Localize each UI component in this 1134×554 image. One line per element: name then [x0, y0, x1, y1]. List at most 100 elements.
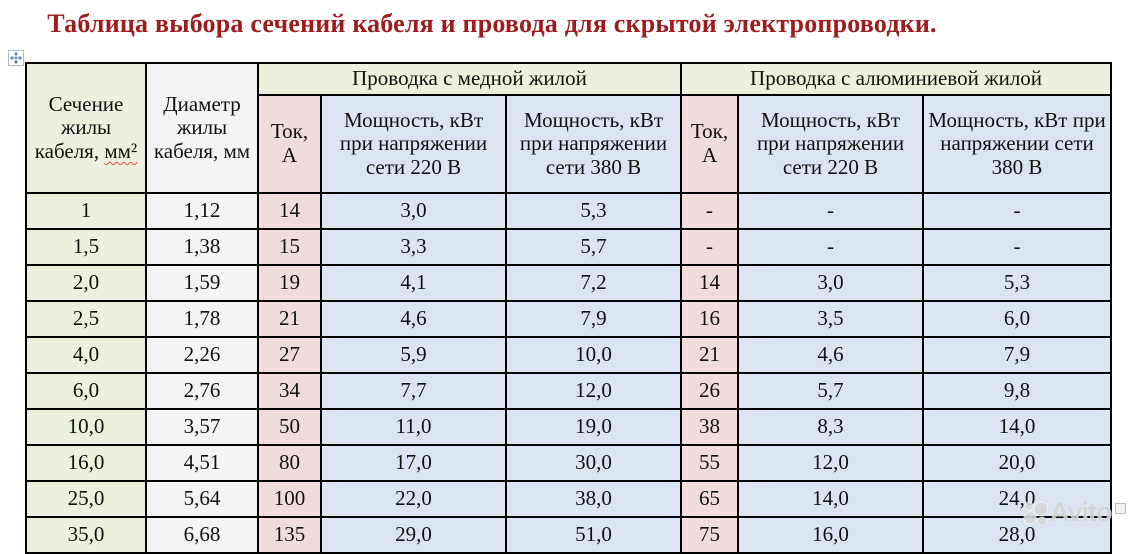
table-cell: 38,0 — [504, 480, 683, 518]
table-cell: 5,7 — [504, 228, 683, 266]
table-header-group-row: Сечение жилы кабеля, мм² Диаметр жилы ка… — [25, 62, 1113, 194]
table-cell: 6,68 — [145, 516, 259, 554]
table-cell: 1,78 — [145, 300, 259, 338]
table-cell: - — [737, 228, 925, 266]
table-cell: 26 — [680, 372, 740, 410]
header-aluminum-power-220: Мощность, кВт при напряжении сети 220 В — [737, 94, 925, 194]
table-cell: 14,0 — [922, 408, 1113, 446]
cable-selection-table: Сечение жилы кабеля, мм² Диаметр жилы ка… — [25, 62, 1113, 554]
table-cell: 1,5 — [25, 228, 147, 266]
table-cell: 135 — [257, 516, 322, 554]
table-cell: 38 — [680, 408, 740, 446]
header-section-unit: мм² — [104, 138, 138, 163]
table-cell: 3,3 — [320, 228, 507, 266]
table-cell: 14 — [680, 264, 740, 302]
table-cell: 16 — [680, 300, 740, 338]
table-cell: 17,0 — [320, 444, 507, 482]
table-cell: 1 — [25, 192, 147, 230]
table-row: 2,0 1,59 19 4,1 7,2 14 3,0 5,3 — [25, 264, 1113, 302]
header-section-label: Сечение жилы кабеля, — [34, 91, 124, 163]
table-row: 35,0 6,68 135 29,0 51,0 75 16,0 28,0 — [25, 516, 1113, 554]
table-row: 10,0 3,57 50 11,0 19,0 38 8,3 14,0 — [25, 408, 1113, 446]
smart-tag-icon — [1115, 503, 1126, 514]
table-cell: 4,6 — [320, 300, 507, 338]
table-cell: 28,0 — [922, 516, 1113, 554]
table-cell: 29,0 — [320, 516, 507, 554]
header-aluminum-group: Проводка с алюминиевой жилой — [680, 62, 1113, 96]
table-cell: 7,9 — [504, 300, 683, 338]
header-copper-power-220: Мощность, кВт при напряжении сети 220 В — [320, 94, 507, 194]
table-cell: 14 — [257, 192, 322, 230]
table-row: 25,0 5,64 100 22,0 38,0 65 14,0 24,0 — [25, 480, 1113, 518]
table-cell: 2,0 — [25, 264, 147, 302]
table-cell: 5,7 — [737, 372, 925, 410]
table-cell: - — [680, 228, 740, 266]
table-cell: 16,0 — [737, 516, 925, 554]
table-cell: 14,0 — [737, 480, 925, 518]
table-cell: 65 — [680, 480, 740, 518]
table-cell: 21 — [257, 300, 322, 338]
table-cell: 12,0 — [504, 372, 683, 410]
table-cell: 15 — [257, 228, 322, 266]
table-cell: 6,0 — [922, 300, 1113, 338]
table-cell: 7,2 — [504, 264, 683, 302]
table-cell: 2,26 — [145, 336, 259, 374]
table-cell: 5,3 — [504, 192, 683, 230]
table-row: 2,5 1,78 21 4,6 7,9 16 3,5 6,0 — [25, 300, 1113, 338]
move-arrows-icon — [10, 52, 22, 64]
table-cell: 9,8 — [922, 372, 1113, 410]
table-cell: 4,1 — [320, 264, 507, 302]
table-cell: 3,57 — [145, 408, 259, 446]
table-cell: 27 — [257, 336, 322, 374]
table-row: 4,0 2,26 27 5,9 10,0 21 4,6 7,9 — [25, 336, 1113, 374]
header-aluminum-power-380: Мощность, кВт при напряжении сети 380 В — [922, 94, 1113, 194]
table-cell: 1,59 — [145, 264, 259, 302]
table-cell: 12,0 — [737, 444, 925, 482]
table-cell: 2,5 — [25, 300, 147, 338]
table-cell: 5,64 — [145, 480, 259, 518]
table-cell: 22,0 — [320, 480, 507, 518]
header-section: Сечение жилы кабеля, мм² — [25, 62, 147, 194]
page-title: Таблица выбора сечений кабеля и провода … — [47, 9, 937, 38]
table-cell: 5,9 — [320, 336, 507, 374]
table-cell: 100 — [257, 480, 322, 518]
table-cell: 4,6 — [737, 336, 925, 374]
table-cell: 4,0 — [25, 336, 147, 374]
table-cell: 55 — [680, 444, 740, 482]
table-cell: 20,0 — [922, 444, 1113, 482]
table-cell: 4,51 — [145, 444, 259, 482]
header-copper-power-380: Мощность, кВт при напряжении сети 380 В — [504, 94, 683, 194]
table-cell: 24,0 — [922, 480, 1113, 518]
table-row: 16,0 4,51 80 17,0 30,0 55 12,0 20,0 — [25, 444, 1113, 482]
table-cell: - — [922, 192, 1113, 230]
table-cell: 10,0 — [25, 408, 147, 446]
table-cell: 19 — [257, 264, 322, 302]
table-cell: 30,0 — [504, 444, 683, 482]
table-header-sub-row: Ток, А Мощность, кВт при напряжении сети… — [26, 94, 1113, 194]
table-cell: - — [680, 192, 740, 230]
table-cell: - — [922, 228, 1113, 266]
table-cell: 3,0 — [320, 192, 507, 230]
table-cell: 3,0 — [737, 264, 925, 302]
table-cell: 19,0 — [504, 408, 683, 446]
table-row: 1 1,12 14 3,0 5,3 - - - — [25, 192, 1113, 230]
table-cell: 25,0 — [25, 480, 147, 518]
table-move-handle-icon[interactable] — [8, 50, 24, 66]
table-cell: 21 — [680, 336, 740, 374]
header-diameter: Диаметр жилы кабеля, мм — [145, 62, 259, 194]
table-cell: 51,0 — [504, 516, 683, 554]
table-row: 1,5 1,38 15 3,3 5,7 - - - — [25, 228, 1113, 266]
table-cell: 5,3 — [922, 264, 1113, 302]
table-cell: 11,0 — [320, 408, 507, 446]
table-cell: 1,38 — [145, 228, 259, 266]
table-cell: 10,0 — [504, 336, 683, 374]
table-cell: 35,0 — [25, 516, 147, 554]
table-cell: 1,12 — [145, 192, 259, 230]
table-cell: 80 — [257, 444, 322, 482]
header-copper-group: Проводка с медной жилой — [256, 62, 683, 96]
table-cell: 7,7 — [320, 372, 507, 410]
table-cell: 75 — [680, 516, 740, 554]
table-cell: 7,9 — [922, 336, 1113, 374]
header-aluminum-current: Ток, А — [680, 94, 740, 194]
